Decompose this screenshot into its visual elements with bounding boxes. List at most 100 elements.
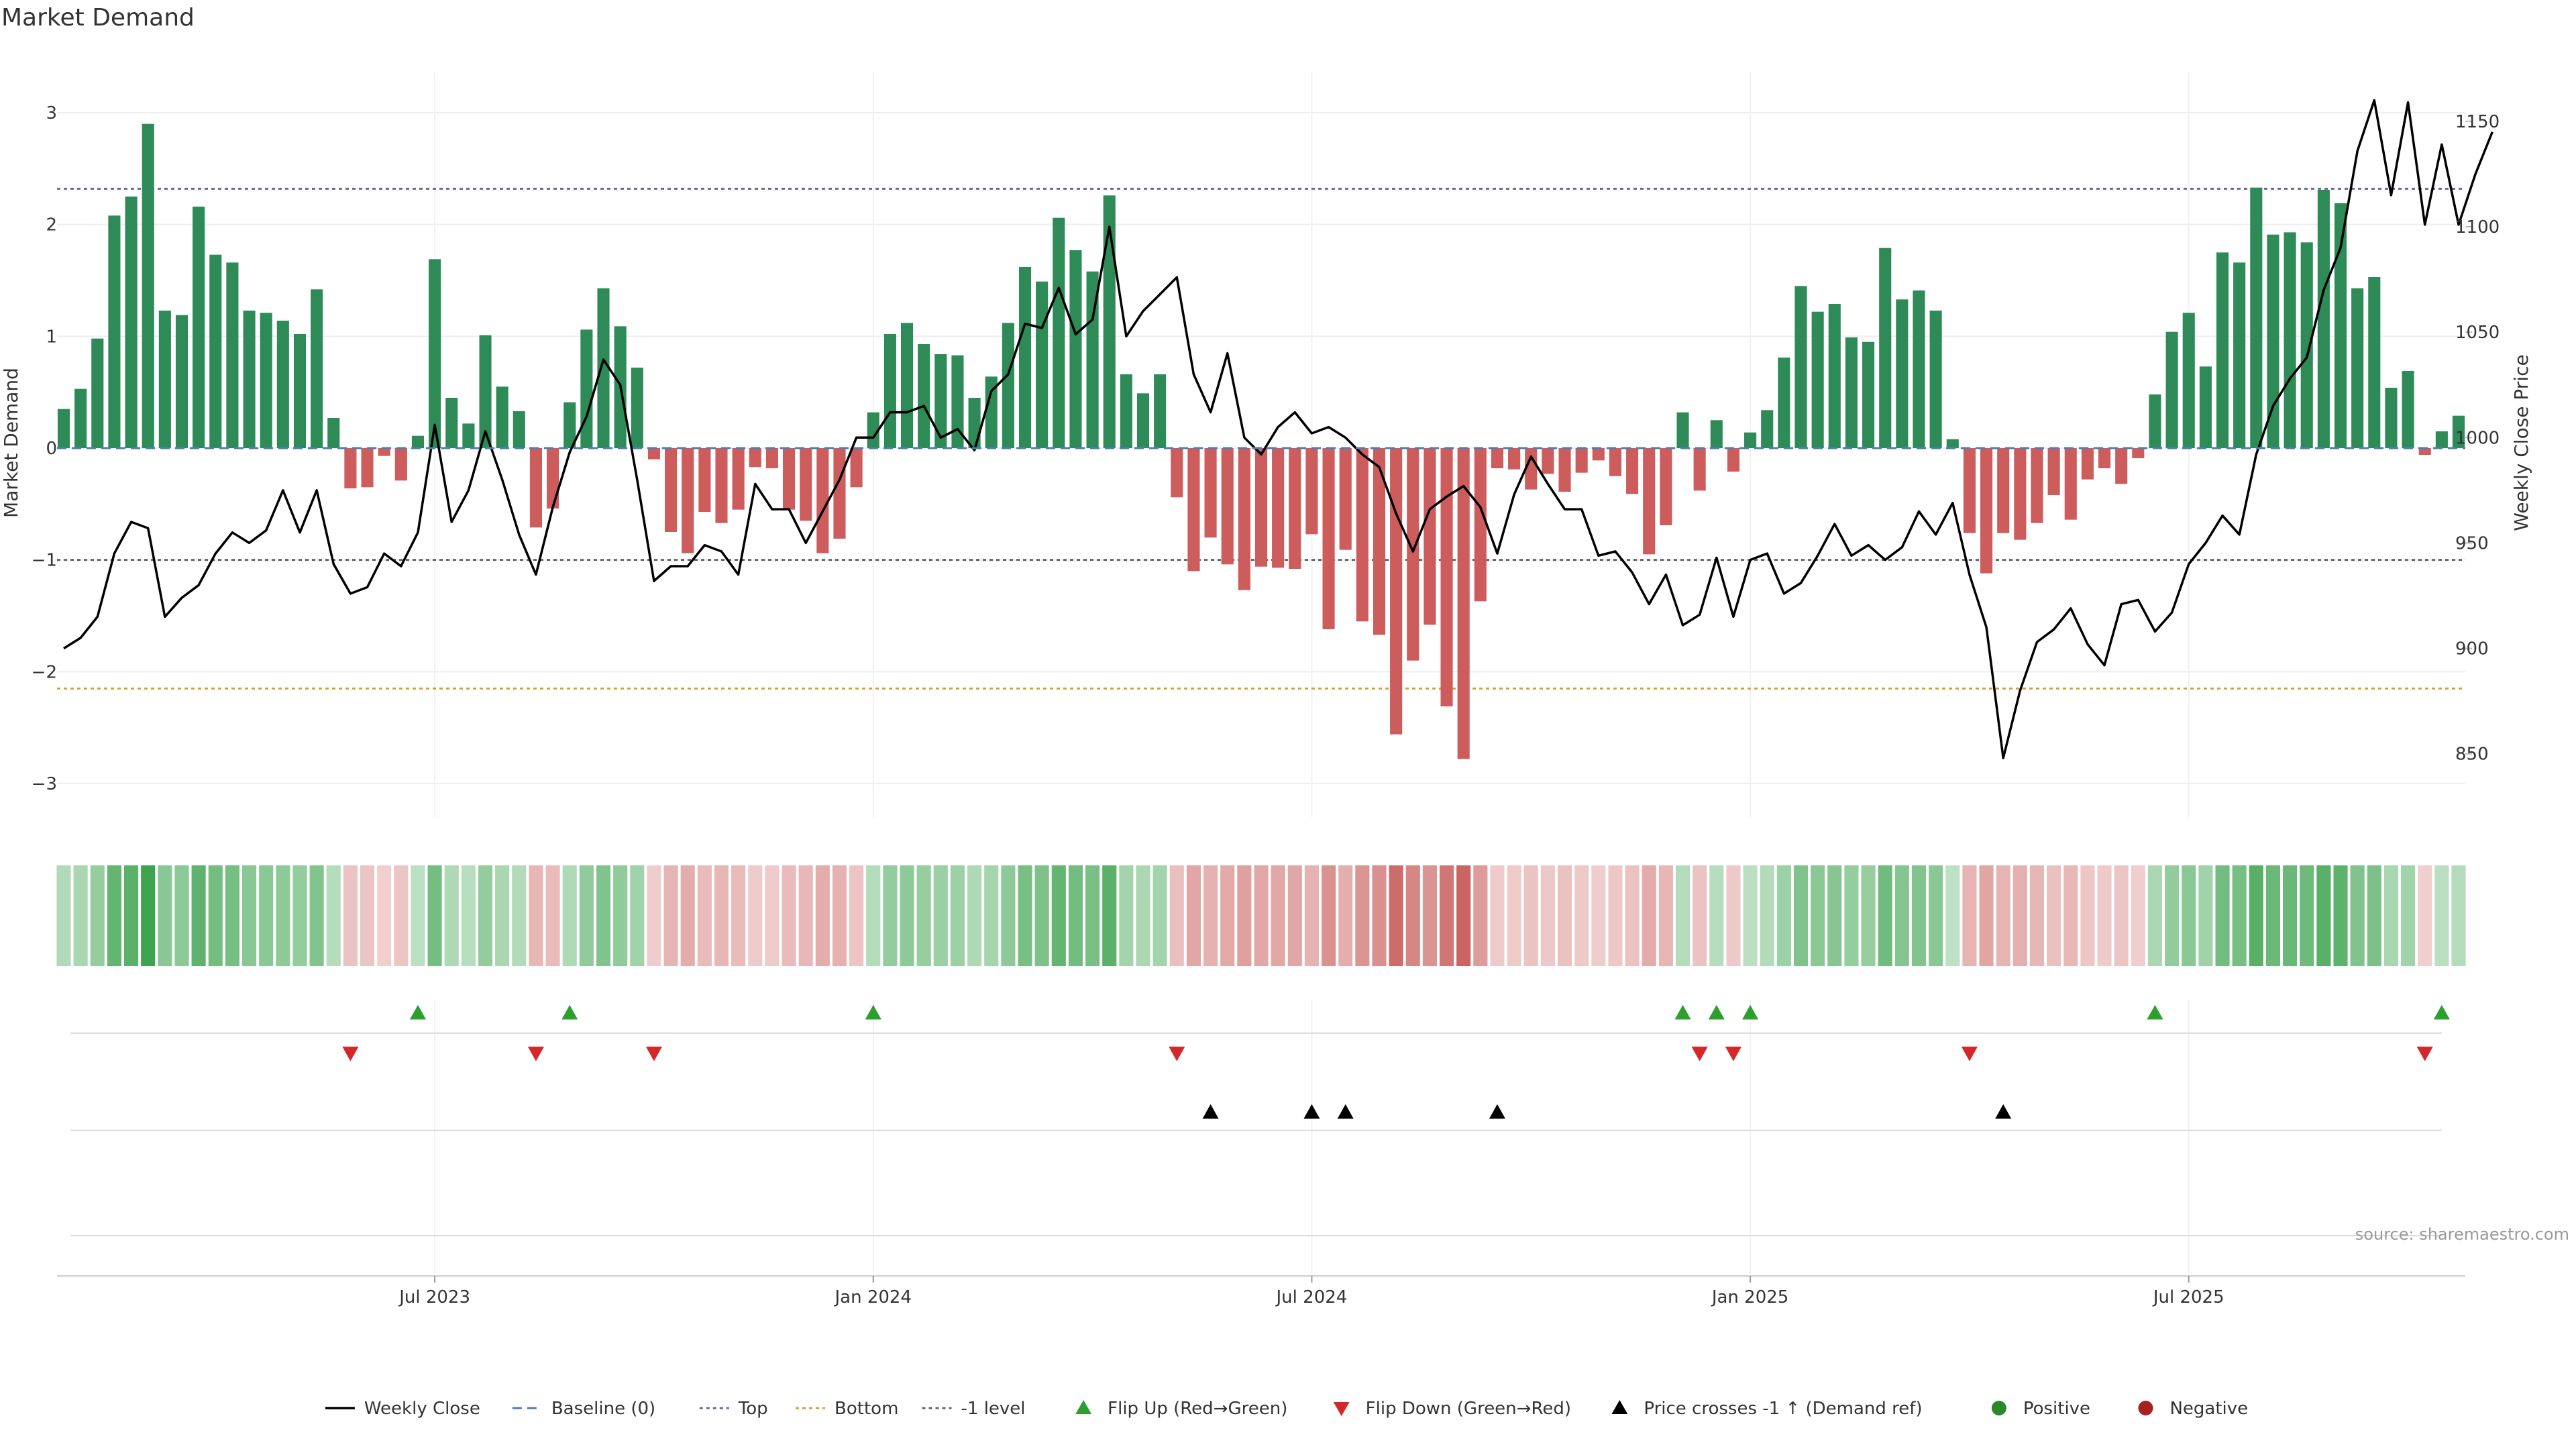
flip-up-marker [1674, 1005, 1691, 1020]
demand-bar [1390, 448, 1403, 735]
heat-cell [1254, 865, 1269, 966]
heat-cell [2165, 865, 2180, 966]
heat-cell [1675, 865, 1690, 966]
demand-bar [1136, 393, 1150, 448]
heat-cell [1726, 865, 1741, 966]
heat-cell [529, 865, 543, 966]
heat-cell [2114, 865, 2129, 966]
legend-label: Weekly Close [364, 1399, 480, 1419]
flip-up-marker [561, 1005, 578, 1020]
demand-bar [647, 448, 660, 460]
demand-bar [175, 315, 189, 448]
demand-bar [226, 262, 239, 448]
demand-bar [445, 398, 458, 448]
demand-bar [765, 448, 778, 468]
demand-bar [2402, 371, 2414, 448]
demand-bar [1693, 448, 1706, 491]
demand-bar [1660, 448, 1672, 525]
demand-bar [1171, 448, 1183, 498]
demand-bar [1896, 299, 1909, 448]
heat-cell [2434, 865, 2449, 966]
demand-bar [243, 311, 256, 448]
heat-cell [1034, 865, 1049, 966]
x-tick-label: Jan 2024 [834, 1287, 912, 1307]
heat-cell [1322, 865, 1336, 966]
heat-cell [90, 865, 105, 966]
demand-bar [2047, 448, 2060, 495]
heat-cell [697, 865, 712, 966]
heat-cell [798, 865, 813, 966]
heat-cell [259, 865, 274, 966]
demand-bar [2182, 313, 2195, 448]
heat-cell [1338, 865, 1353, 966]
flip-up-marker [2147, 1005, 2163, 1020]
heat-cell [191, 865, 206, 966]
demand-bar [1508, 448, 1521, 470]
heat-cell [1169, 865, 1184, 966]
demand-bar [597, 288, 610, 448]
demand-bar [1086, 271, 1099, 448]
demand-bar [850, 448, 863, 488]
heat-cell [2283, 865, 2298, 966]
chart-title: Market Demand [1, 4, 195, 32]
heat-cell [2215, 865, 2230, 966]
demand-bar [394, 448, 407, 481]
legend-label: Price crosses -1 ↑ (Demand ref) [1644, 1399, 1922, 1419]
y-tick-label-right: 1150 [2455, 112, 2500, 132]
y-tick-label-right: 950 [2455, 533, 2489, 553]
demand-bar [158, 311, 171, 448]
demand-bar [1221, 448, 1234, 565]
demand-bar [462, 423, 475, 448]
demand-bar [293, 334, 307, 448]
heat-cell [1068, 865, 1083, 966]
demand-bar [1963, 448, 1976, 533]
heat-cell [478, 865, 493, 966]
demand-bar [800, 448, 812, 521]
demand-bar [1339, 448, 1352, 550]
heat-cell [1844, 865, 1859, 966]
heat-cell [1693, 865, 1707, 966]
demand-bar [344, 448, 357, 488]
heat-cell [377, 865, 392, 966]
demand-bar [816, 448, 829, 553]
demand-bar [1980, 448, 1993, 574]
demand-bar [1761, 410, 1774, 448]
heat-cell [2367, 865, 2381, 966]
demand-bar [1558, 448, 1571, 492]
demand-bar [1424, 448, 1436, 625]
demand-bar [411, 435, 425, 448]
y-tick-label-left: −1 [32, 551, 57, 571]
demand-bar [1525, 448, 1538, 490]
heat-cell [1405, 865, 1420, 966]
heat-cell [1304, 865, 1319, 966]
heat-cell [2333, 865, 2348, 966]
heat-cell [900, 865, 914, 966]
y-tick-label-left: −2 [32, 662, 57, 682]
source-note: source: sharemaestro.com [2355, 1225, 2569, 1244]
demand-bar [985, 376, 998, 448]
heat-cell [613, 865, 628, 966]
demand-bar [1356, 448, 1368, 622]
heat-cell [141, 865, 156, 966]
heat-cell [2147, 865, 2163, 966]
demand-bar [1575, 448, 1588, 473]
legend: Weekly Close Baseline (0) Top Bottom -1 leve… [325, 1399, 2248, 1419]
heat-cell [866, 865, 881, 966]
heat-cell [56, 865, 71, 966]
demand-bar [2250, 187, 2263, 448]
heat-cell [1861, 865, 1876, 966]
demand-bar [2385, 388, 2398, 448]
heat-cell [1945, 865, 1960, 966]
demand-bar [631, 368, 643, 448]
legend-label: Flip Up (Red→Green) [1108, 1399, 1287, 1419]
demand-bar [749, 448, 761, 468]
heat-cell [1540, 865, 1555, 966]
demand-bar [833, 448, 846, 539]
heat-cell [950, 865, 965, 966]
legend-label: Positive [2023, 1399, 2090, 1419]
demand-bar [1845, 337, 1858, 448]
demand-bar [2216, 252, 2229, 448]
flip-down-marker [1961, 1046, 1978, 1061]
demand-bar [91, 338, 104, 448]
